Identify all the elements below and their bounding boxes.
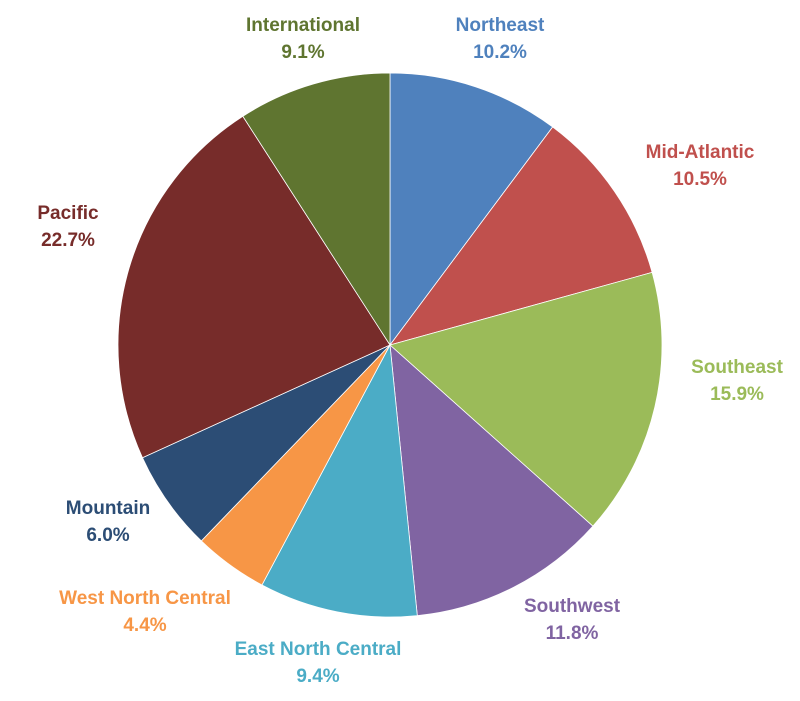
slice-percentage: 11.8% [546,623,599,644]
slice-label: Pacific 22.7% [37,203,99,251]
slice-label: Southwest 11.8% [524,596,621,644]
slice-name: Southeast [691,357,784,378]
slice-name: Mid-Atlantic [646,142,755,163]
slice-percentage: 15.9% [710,384,764,405]
slice-label: Mid-Atlantic 10.5% [646,142,755,190]
slice-name: Northeast [456,15,545,36]
slice-name: Pacific [37,203,99,224]
slice-name: West North Central [59,588,231,609]
slice-percentage: 4.4% [123,615,166,636]
slice-percentage: 10.5% [673,169,727,190]
slice-label: Mountain 6.0% [66,498,150,546]
slice-label: International 9.1% [246,15,360,63]
pie-slice-east-north-central [261,343,418,618]
slice-name: Mountain [66,498,150,519]
slice-percentage: 22.7% [41,230,95,251]
slice-percentage: 9.4% [296,666,339,687]
pie-labels: Northeast 10.2% Mid-Atlantic 10.5% Southeast… [37,15,783,687]
slice-label: Northeast 10.2% [456,15,545,63]
pie-slice-southeast [389,271,663,527]
slice-name: International [246,15,360,36]
pie-slice-international [242,72,391,347]
pie-slice-southwest [389,344,594,617]
slice-percentage: 6.0% [86,525,129,546]
slice-label: Southeast 15.9% [691,357,784,405]
pie-slice-pacific [117,115,391,459]
slice-name: Southwest [524,596,621,617]
pie-slice-northeast [389,72,554,347]
slice-label: East North Central 9.4% [235,639,402,687]
slice-name: East North Central [235,639,402,660]
slice-percentage: 9.1% [281,42,324,63]
pie-slices [117,72,663,618]
slice-label: West North Central 4.4% [59,588,231,636]
slice-percentage: 10.2% [473,42,527,63]
